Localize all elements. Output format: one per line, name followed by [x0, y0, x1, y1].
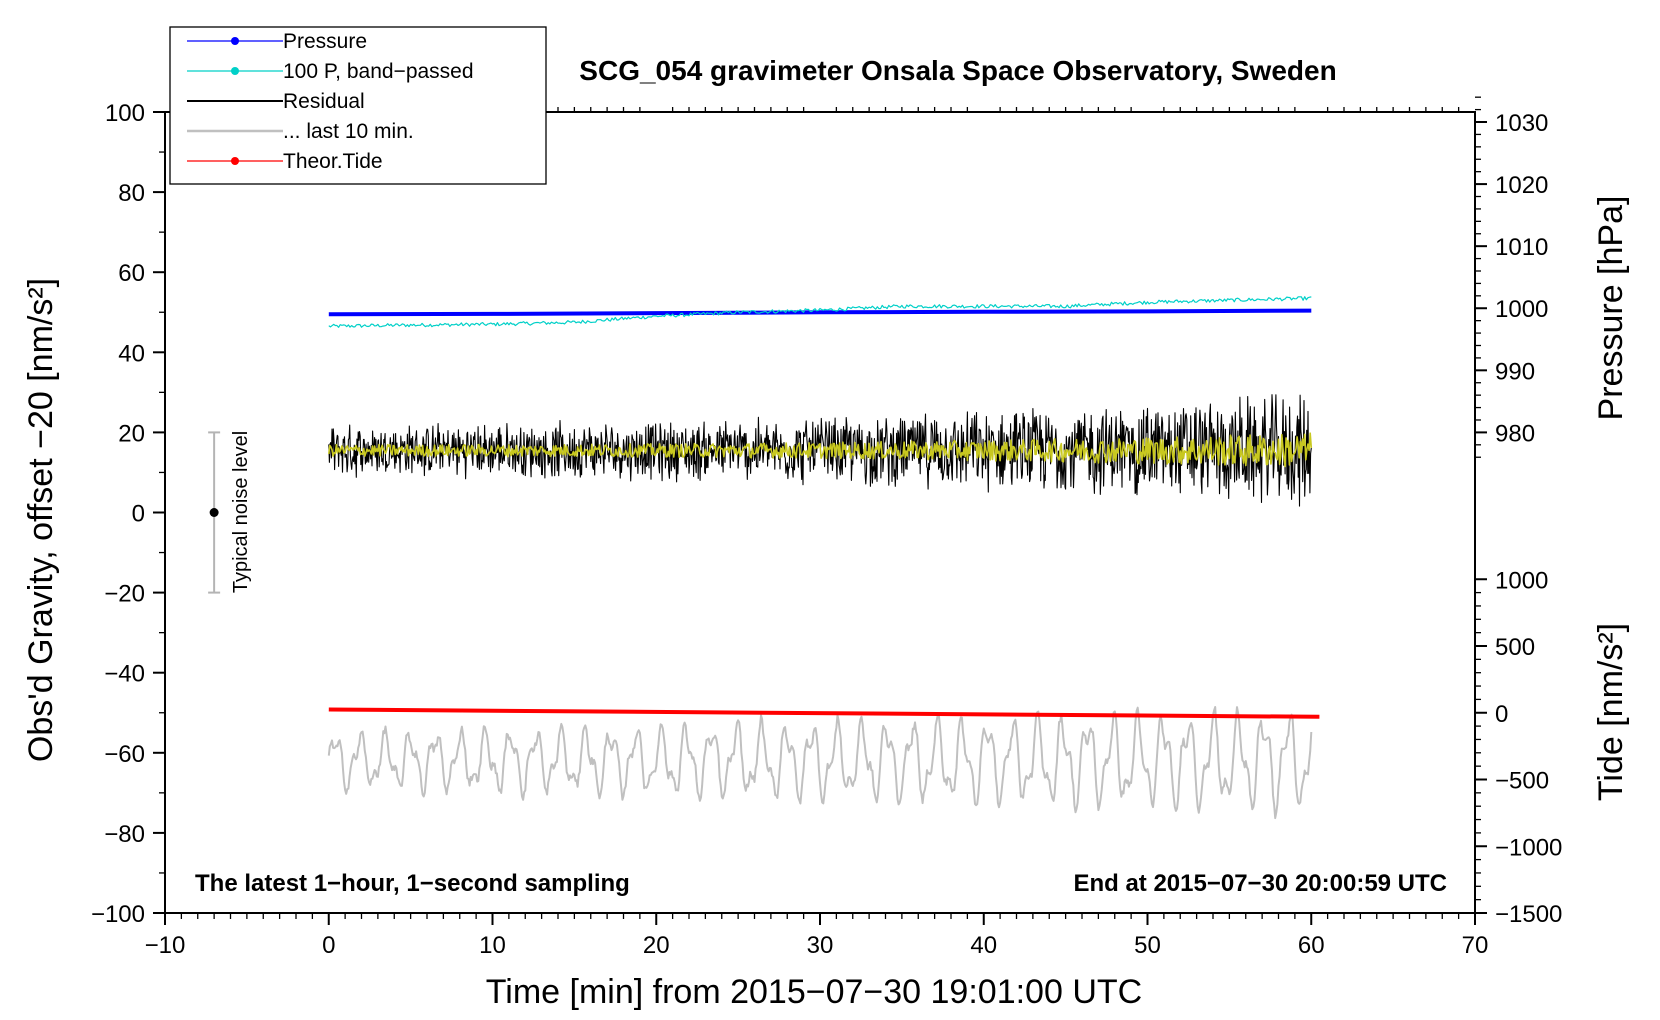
x-tick-label: 70	[1462, 932, 1489, 959]
legend-label: Pressure	[283, 30, 367, 53]
end-time-note: End at 2015−07−30 20:00:59 UTC	[1073, 870, 1447, 897]
pressure-tick-label: 1020	[1495, 172, 1548, 199]
series-last-10-min	[327, 706, 1313, 820]
x-tick-label: 0	[322, 932, 335, 959]
y-tick-label: 60	[118, 260, 145, 287]
x-tick-label: −10	[145, 932, 186, 959]
tide-tick-label: 0	[1495, 701, 1508, 728]
x-tick-label: 10	[479, 932, 506, 959]
y-tick-label: −20	[104, 581, 145, 608]
pressure-tick-label: 980	[1495, 420, 1535, 447]
x-tick-label: 30	[807, 932, 834, 959]
y-tick-label: −60	[104, 741, 145, 768]
tide-tick-label: 500	[1495, 634, 1535, 661]
legend-entry: Residual	[187, 90, 365, 113]
x-tick-label: 20	[643, 932, 670, 959]
chart-title: SCG_054 gravimeter Onsala Space Observat…	[579, 55, 1336, 86]
series-residual-smoothed	[328, 432, 1313, 468]
legend-label: Theor.Tide	[283, 150, 383, 173]
noise-indicator: Typical noise level	[208, 431, 252, 594]
tide-tick-label: −1000	[1495, 834, 1562, 861]
pressure-tick-label: 1030	[1495, 110, 1548, 137]
legend-label: Residual	[283, 90, 365, 113]
legend-label: 100 P, band−passed	[283, 60, 474, 83]
axes: −10 0 10 20 30 40 50 60 70−100−80−60−40−20020406…	[91, 96, 1562, 959]
x-tick-label: 60	[1298, 932, 1325, 959]
legend-entry: 100 P, band−passed	[187, 60, 474, 83]
y-axis-label-left: Obs'd Gravity, offset −20 [nm/s²]	[22, 278, 60, 762]
x-tick-label: 50	[1134, 932, 1161, 959]
pressure-tick-label: 1000	[1495, 296, 1548, 323]
pressure-tick-label: 990	[1495, 358, 1535, 385]
series-pressure-bandpassed	[328, 296, 1312, 328]
legend-marker	[231, 67, 239, 75]
x-tick-label: 40	[970, 932, 997, 959]
y-tick-label: 20	[118, 420, 145, 447]
legend: Pressure 100 P, band−passed Residual ... la…	[169, 26, 547, 185]
noise-bar-center	[209, 508, 219, 517]
series-theoretical-tide	[328, 707, 1320, 719]
tide-tick-label: −500	[1495, 768, 1549, 795]
y-tick-label: 100	[105, 100, 145, 127]
y-tick-label: 0	[132, 501, 145, 528]
sampling-note: The latest 1−hour, 1−second sampling	[195, 870, 630, 897]
y-tick-label: 40	[118, 340, 145, 367]
tide-tick-label: −1500	[1495, 901, 1562, 928]
series-pressure	[328, 308, 1312, 317]
legend-label: ... last 10 min.	[283, 120, 414, 143]
legend-marker	[231, 157, 239, 165]
legend-entry: Pressure	[187, 30, 367, 53]
y-tick-label: −40	[104, 661, 145, 688]
y-axis-label-tide: Tide [nm/s²]	[1592, 623, 1630, 801]
tide-tick-label: 1000	[1495, 567, 1548, 594]
legend-entry: Theor.Tide	[187, 150, 383, 173]
x-axis-label: Time [min] from 2015−07−30 19:01:00 UTC	[486, 973, 1142, 1011]
pressure-tick-label: 1010	[1495, 234, 1548, 261]
legend-marker	[231, 37, 239, 45]
y-tick-label: −100	[91, 901, 145, 928]
y-tick-label: −80	[104, 821, 145, 848]
legend-entry: ... last 10 min.	[187, 120, 414, 143]
noise-label: Typical noise level	[230, 431, 252, 593]
y-axis-label-pressure: Pressure [hPa]	[1592, 196, 1630, 421]
series-residual	[328, 394, 1312, 507]
data-series	[327, 296, 1320, 820]
y-tick-label: 80	[118, 180, 145, 207]
